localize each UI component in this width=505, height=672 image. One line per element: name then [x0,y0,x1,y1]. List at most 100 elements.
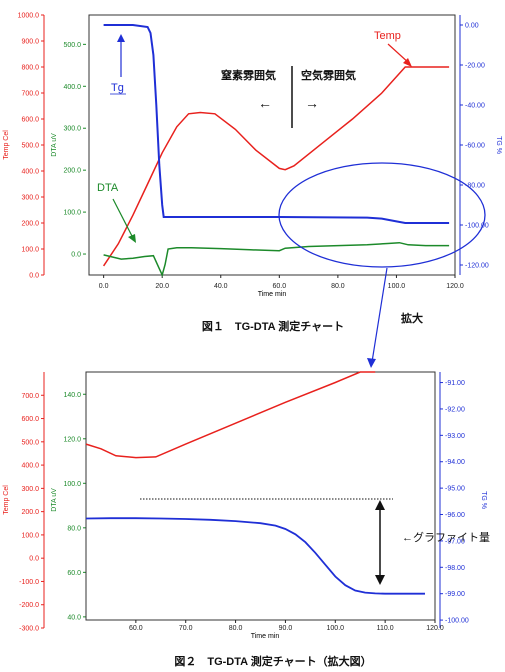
chart-1-dta-tick-label: 100.0 [63,210,81,217]
chart-2-temp-axis: -300.0 -200.0 -100.0 0.0 100.0 200.0 300.0 400.… [3,372,45,633]
chart-2-temp-tick-label: -300.0 [19,626,39,633]
chart-1-x-tick-label: 100.0 [388,283,406,290]
chart-1-x-axis: 0.0 20.0 40.0 60.0 80.0 100.0 120.0 [99,275,464,290]
chart-1-temp-axis: 0.0 100.0 200.0 300.0 400.0 500.0 600.0 700.0 80… [3,13,45,280]
chart-1-tg-label: Tg [111,82,124,94]
chart-1-temp-tick-label: 400.0 [21,169,39,176]
chart-1-x-tick-label: 0.0 [99,283,109,290]
chart-2-tg-tick-label: -98.00 [445,565,465,572]
chart-2-temp-tick-label: 300.0 [21,486,39,493]
chart-2-x-tick-label: 90.0 [279,625,293,632]
chart-1-tg-axis: 0.00 -20.00 -40.00 -60.00 -80.00 -100.00 -120.… [459,15,502,275]
chart-2-tg-tick-label: -97.00 [445,538,465,545]
chart-2-temp-tick-label: -200.0 [19,602,39,609]
chart-1-zoom-label: 拡大 [401,311,423,325]
chart-1-tg-tick-label: -80.00 [465,183,485,190]
chart-2-caption: 図２ TG-DTA 測定チャート（拡大図） [174,654,371,668]
chart-2-temp-line [85,371,376,459]
chart-1-zoom-arrowhead [367,358,376,368]
chart-2-x-tick-label: 100.0 [327,625,345,632]
chart-1-tg-tick-label: 0.00 [465,23,479,30]
chart-1-tg-tick-label: -120.00 [465,263,489,270]
chart-1-tg-tick-label: -40.00 [465,103,485,110]
chart-1-x-axis-label: Time min [258,291,287,298]
chart-2-dta-tick-label: 80.0 [67,525,81,532]
chart-2-tg-tick-label: -100.00 [445,618,469,625]
chart-1-tg-arrowhead [117,34,125,42]
chart-1-n2-label: 窒素雰囲気 [221,68,276,82]
chart-2-x-tick-label: 110.0 [377,625,394,632]
chart-1-temp-tick-label: 700.0 [21,91,39,98]
chart-1-caption: 図１ TG-DTA 測定チャート [202,319,344,333]
chart-2-x-axis-label: Time min [251,633,280,640]
chart-1-dta-arrow [112,198,134,239]
chart-1: 0.0 100.0 200.0 300.0 400.0 500.0 600.0 700.0 80… [3,13,502,368]
chart-1-temp-tick-label: 300.0 [21,195,39,202]
chart-2-dta-tick-label: 120.0 [63,436,81,443]
chart-2-tg-tick-label: -92.00 [445,406,465,413]
chart-1-temp-tick-label: 200.0 [21,221,39,228]
chart-2-tg-tick-label: -94.00 [445,459,465,466]
chart-2-dta-tick-label: 140.0 [63,392,81,399]
chart-1-dta-tick-label: 500.0 [63,42,81,49]
chart-1-dta-tick-label: 300.0 [63,126,81,133]
chart-2-tg-tick-label: -91.00 [445,380,465,387]
chart-1-tg-tick-label: -100.00 [465,223,489,230]
chart-1-temp-line [102,66,450,267]
chart-2-temp-tick-label: 0.0 [29,556,39,563]
chart-1-plot-frame [88,14,456,276]
chart-1-temp-tick-label: 100.0 [21,247,39,254]
chart-2-x-tick-label: 70.0 [179,625,193,632]
chart-2-temp-tick-label: 400.0 [21,463,39,470]
chart-2-dta-axis-label: DTA uV [51,488,58,512]
chart-1-x-tick-label: 80.0 [331,283,345,290]
chart-2-temp-tick-label: 200.0 [21,509,39,516]
chart-1-dta-tick-label: 400.0 [63,84,81,91]
chart-1-temp-tick-label: 1000.0 [18,13,40,20]
chart-2-dta-tick-label: 40.0 [67,614,81,621]
chart-1-dta-arrowhead [128,234,136,243]
chart-1-zoom-arrow [371,267,388,363]
chart-1-zoom-ellipse [278,162,486,268]
chart-1-arrow-left: ← [258,95,272,111]
chart-2-dta-tick-label: 100.0 [63,481,81,488]
chart-1-x-tick-label: 20.0 [155,283,169,290]
chart-2-tg-tick-label: -95.00 [445,486,465,493]
chart-2-dta-tick-label: 60.0 [67,570,81,577]
chart-2-x-axis: 60.0 70.0 80.0 90.0 100.0 110.0 120.0 [129,620,444,632]
chart-2-tg-axis-label: TG % [480,491,487,509]
chart-1-tg-line [103,24,450,224]
chart-2-tg-tick-label: -93.00 [445,433,465,440]
chart-2: -300.0 -200.0 -100.0 0.0 100.0 200.0 300.0 400.… [3,371,490,668]
chart-1-dta-label: DTA [97,182,119,194]
chart-1-temp-arrowhead [403,58,412,67]
chart-2-graphite-arrowhead-bottom [375,575,385,585]
chart-1-air-label: 空気雰囲気 [301,68,356,82]
chart-1-temp-label: Temp [374,30,401,42]
chart-2-tg-line [85,517,425,595]
chart-2-temp-tick-label: 700.0 [21,393,39,400]
chart-2-dta-axis: 40.0 60.0 80.0 100.0 120.0 140.0 DTA uV [51,392,86,621]
chart-2-graphite-label: ←グラファイト量 [402,530,490,544]
chart-2-temp-tick-label: 600.0 [21,416,39,423]
chart-1-temp-axis-label: Temp Cel [3,130,10,160]
chart-1-tg-axis-label: TG % [495,136,502,154]
chart-2-x-tick-label: 80.0 [229,625,243,632]
chart-2-tg-tick-label: -99.00 [445,591,465,598]
chart-1-dta-axis-label: DTA uV [51,133,58,157]
chart-1-dta-line [103,241,450,278]
chart-1-x-tick-label: 40.0 [214,283,228,290]
chart-2-temp-tick-label: 100.0 [21,532,39,539]
chart-1-x-tick-label: 60.0 [273,283,287,290]
chart-2-tg-axis: -91.00 -92.00 -93.00 -94.00 -95.00 -96.00 -97.… [439,372,487,628]
chart-1-temp-tick-label: 500.0 [21,143,39,150]
chart-2-temp-axis-label: Temp Cel [3,485,10,515]
chart-2-tg-tick-label: -96.00 [445,512,465,519]
chart-1-temp-tick-label: 0.0 [29,273,39,280]
chart-2-x-tick-label: 120.0 [426,625,444,632]
chart-1-dta-tick-label: 200.0 [63,168,81,175]
chart-1-x-tick-label: 120.0 [446,283,464,290]
chart-1-tg-tick-label: -20.00 [465,63,485,70]
chart-1-temp-tick-label: 900.0 [21,39,39,46]
